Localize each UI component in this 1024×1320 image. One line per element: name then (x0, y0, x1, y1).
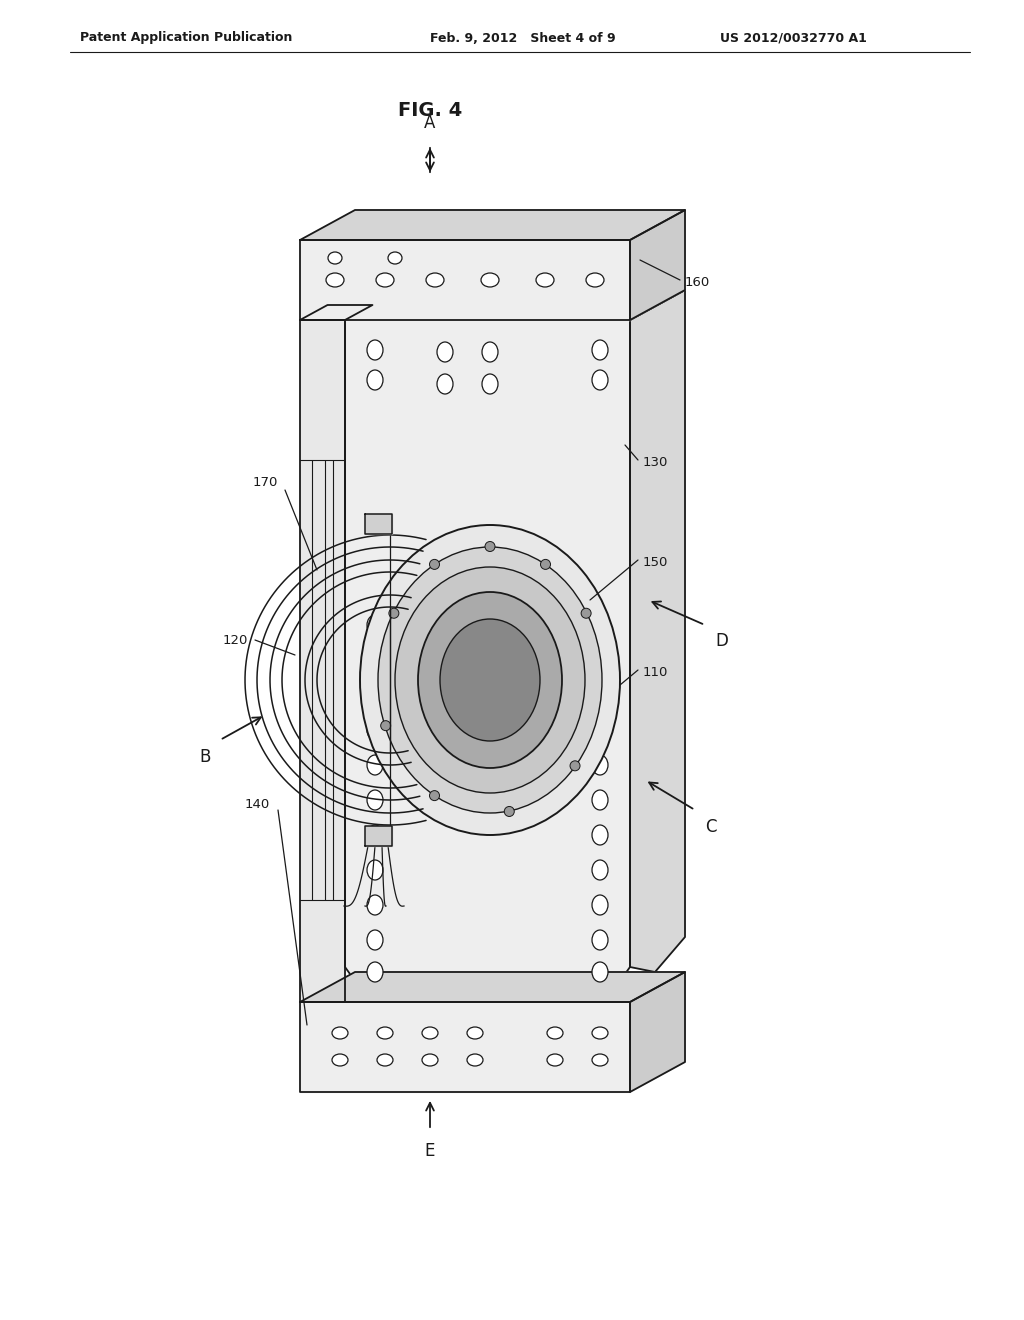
Ellipse shape (429, 791, 439, 801)
Ellipse shape (422, 1053, 438, 1067)
Ellipse shape (395, 568, 585, 793)
Ellipse shape (388, 252, 402, 264)
Ellipse shape (582, 609, 591, 618)
Ellipse shape (592, 895, 608, 915)
Ellipse shape (326, 273, 344, 286)
Ellipse shape (592, 649, 608, 671)
Ellipse shape (367, 341, 383, 360)
Ellipse shape (592, 615, 608, 635)
Text: US 2012/0032770 A1: US 2012/0032770 A1 (720, 32, 867, 45)
Ellipse shape (429, 560, 439, 569)
Ellipse shape (592, 685, 608, 705)
Ellipse shape (367, 649, 383, 671)
Ellipse shape (332, 1027, 348, 1039)
Ellipse shape (367, 719, 383, 741)
Text: 140: 140 (245, 797, 270, 810)
Ellipse shape (504, 807, 514, 817)
Ellipse shape (485, 541, 495, 552)
Ellipse shape (367, 615, 383, 635)
Ellipse shape (586, 273, 604, 286)
Text: B: B (200, 748, 211, 766)
Ellipse shape (570, 760, 580, 771)
Ellipse shape (367, 861, 383, 880)
Text: 130: 130 (643, 455, 669, 469)
Ellipse shape (482, 374, 498, 393)
Ellipse shape (367, 789, 383, 810)
Ellipse shape (367, 370, 383, 389)
Ellipse shape (426, 273, 444, 286)
Ellipse shape (592, 1027, 608, 1039)
Polygon shape (365, 826, 392, 846)
Ellipse shape (592, 755, 608, 775)
Polygon shape (630, 972, 685, 1092)
Ellipse shape (360, 525, 620, 836)
Ellipse shape (367, 685, 383, 705)
Ellipse shape (437, 374, 453, 393)
Ellipse shape (547, 1053, 563, 1067)
Text: C: C (705, 818, 717, 836)
Text: A: A (424, 114, 435, 132)
Polygon shape (300, 1002, 630, 1092)
Ellipse shape (367, 825, 383, 845)
Text: D: D (715, 632, 728, 649)
Ellipse shape (592, 370, 608, 389)
Ellipse shape (422, 1027, 438, 1039)
Ellipse shape (440, 619, 540, 741)
Polygon shape (300, 240, 630, 319)
Ellipse shape (367, 931, 383, 950)
Ellipse shape (367, 962, 383, 982)
Polygon shape (345, 290, 685, 319)
Ellipse shape (437, 685, 453, 705)
Text: FIG. 4: FIG. 4 (398, 100, 462, 120)
Text: 150: 150 (643, 556, 669, 569)
Text: Patent Application Publication: Patent Application Publication (80, 32, 293, 45)
Ellipse shape (381, 721, 391, 731)
Ellipse shape (378, 546, 602, 813)
Ellipse shape (328, 252, 342, 264)
Polygon shape (300, 210, 685, 240)
Ellipse shape (482, 342, 498, 362)
Ellipse shape (541, 560, 551, 569)
Ellipse shape (377, 1027, 393, 1039)
Ellipse shape (467, 1027, 483, 1039)
Ellipse shape (332, 1053, 348, 1067)
Ellipse shape (376, 273, 394, 286)
Text: 160: 160 (685, 276, 711, 289)
Ellipse shape (547, 1027, 563, 1039)
Polygon shape (300, 319, 345, 1002)
Polygon shape (345, 319, 630, 1002)
Text: 170: 170 (253, 475, 278, 488)
Ellipse shape (592, 962, 608, 982)
Polygon shape (630, 210, 685, 319)
Ellipse shape (592, 931, 608, 950)
Ellipse shape (418, 591, 562, 768)
Ellipse shape (367, 895, 383, 915)
Ellipse shape (592, 825, 608, 845)
Ellipse shape (592, 341, 608, 360)
Ellipse shape (592, 861, 608, 880)
Ellipse shape (437, 615, 453, 635)
Ellipse shape (389, 609, 399, 618)
Ellipse shape (536, 273, 554, 286)
Text: E: E (425, 1142, 435, 1160)
Ellipse shape (367, 755, 383, 775)
Ellipse shape (592, 719, 608, 741)
Ellipse shape (377, 1053, 393, 1067)
Text: Feb. 9, 2012   Sheet 4 of 9: Feb. 9, 2012 Sheet 4 of 9 (430, 32, 615, 45)
Ellipse shape (467, 1053, 483, 1067)
Polygon shape (300, 972, 685, 1002)
Text: 120: 120 (222, 634, 248, 647)
Ellipse shape (437, 649, 453, 671)
Polygon shape (630, 290, 685, 972)
Polygon shape (300, 305, 373, 319)
Ellipse shape (437, 342, 453, 362)
Polygon shape (365, 513, 392, 535)
Text: 110: 110 (643, 665, 669, 678)
Ellipse shape (592, 789, 608, 810)
Ellipse shape (481, 273, 499, 286)
Ellipse shape (592, 1053, 608, 1067)
